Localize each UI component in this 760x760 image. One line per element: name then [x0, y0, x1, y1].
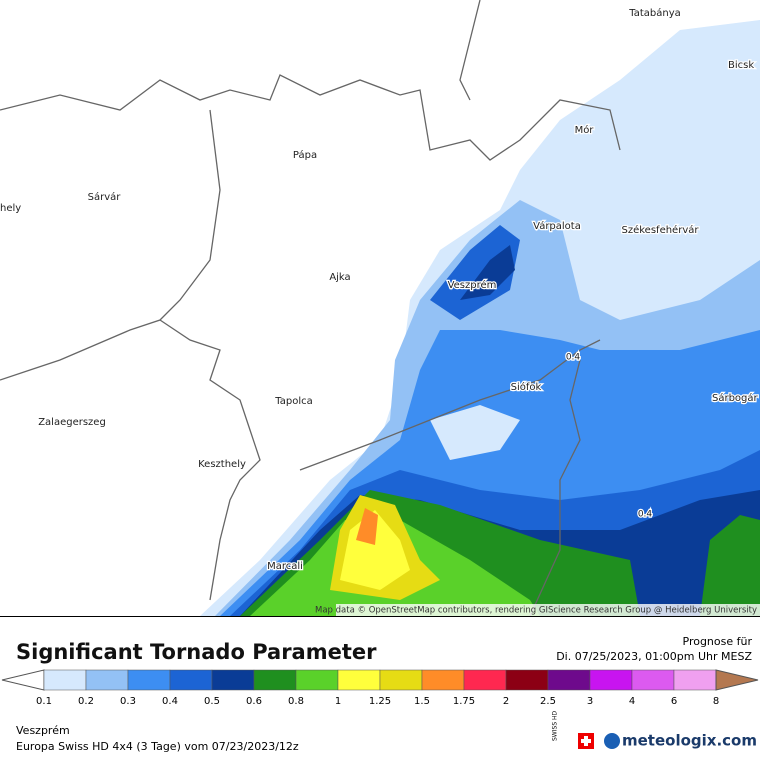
- city-label: Sárbogár: [712, 392, 759, 404]
- city-label: Mór: [575, 124, 595, 136]
- legend: 0.1 0.2 0.3 0.4 0.5 0.6 0.8 1 1.25 1.5 1.75 2 2.5 3 4 6…: [1, 669, 759, 707]
- forecast-label: Prognose für: [683, 635, 753, 648]
- legend-label: 6: [671, 696, 677, 707]
- legend-label: 0.5: [204, 696, 220, 707]
- attribution-bg: [336, 604, 760, 616]
- legend-label: 3: [587, 696, 593, 707]
- legend-swatch: [631, 669, 675, 691]
- legend-swatch: [337, 669, 381, 691]
- legend-high: [715, 669, 759, 691]
- city-label: Siófok: [511, 381, 542, 393]
- legend-swatch: [253, 669, 297, 691]
- legend-label: 0.2: [78, 696, 94, 707]
- legend-label: 2: [503, 696, 509, 707]
- attribution: Map data © OpenStreetMap contributors, r…: [315, 606, 757, 616]
- legend-label: 2.5: [540, 696, 556, 707]
- borders: [0, 0, 621, 616]
- brand-logo: [604, 733, 620, 749]
- legend-swatch: [505, 669, 549, 691]
- city-label: Bicsk: [728, 60, 754, 71]
- badge: SWISS HD: [552, 710, 559, 741]
- legend-label: 0.8: [288, 696, 304, 707]
- legend-low: [1, 669, 45, 691]
- legend-label: 0.6: [246, 696, 262, 707]
- city-label: Tapolca: [274, 396, 312, 407]
- legend-swatch: [169, 669, 213, 691]
- legend-label: 1.75: [453, 696, 475, 707]
- swiss-cross: [581, 736, 591, 746]
- footer: Significant Tornado Parameter Prognose f…: [0, 616, 760, 753]
- legend-label: 0.3: [120, 696, 136, 707]
- city-label: Várpalota: [533, 220, 581, 232]
- legend-label: 0.1: [36, 696, 52, 707]
- city-label: Keszthely: [198, 459, 246, 470]
- location: Veszprém: [16, 724, 70, 737]
- city-label: Ajka: [329, 272, 350, 283]
- legend-swatch: [421, 669, 465, 691]
- forecast-field: [200, 20, 760, 616]
- map: Tatabánya Bicsk Mór Pápa Sárvár hely Vár…: [0, 0, 760, 616]
- brand: meteologix.com: [622, 732, 757, 750]
- legend-swatch: [127, 669, 171, 691]
- city-labels: Tatabánya Bicsk Mór Pápa Sárvár hely Vár…: [0, 6, 760, 574]
- legend-label: 0.4: [162, 696, 178, 707]
- city-label: Marcali: [267, 561, 303, 572]
- city-label: Székesfehérvár: [622, 224, 700, 236]
- legend-swatch: [463, 669, 507, 691]
- legend-label: 8: [713, 696, 719, 707]
- city-label: Veszprém: [448, 279, 497, 291]
- model: Europa Swiss HD 4x4 (3 Tage) vom 07/23/2…: [16, 740, 299, 753]
- legend-label: 1.25: [369, 696, 391, 707]
- contour-label: 0.4: [566, 353, 581, 363]
- city-label: hely: [0, 203, 21, 214]
- legend-swatch: [43, 669, 87, 691]
- legend-label: 1: [335, 696, 341, 707]
- legend-swatch: [379, 669, 423, 691]
- city-label: Sárvár: [88, 191, 122, 203]
- legend-label: 4: [629, 696, 635, 707]
- contour-label: 0.4: [638, 510, 653, 520]
- legend-swatch: [295, 669, 339, 691]
- legend-swatch: [85, 669, 129, 691]
- legend-swatch: [211, 669, 255, 691]
- city-label: Tatabánya: [628, 7, 681, 19]
- legend-label: 1.5: [414, 696, 430, 707]
- city-label: Zalaegerszeg: [38, 417, 106, 428]
- forecast-time: Di. 07/25/2023, 01:00pm Uhr MESZ: [556, 650, 752, 663]
- legend-swatch: [547, 669, 591, 691]
- legend-swatch: [673, 669, 717, 691]
- city-label: Pápa: [293, 149, 317, 161]
- title: Significant Tornado Parameter: [16, 640, 377, 664]
- legend-swatch: [589, 669, 633, 691]
